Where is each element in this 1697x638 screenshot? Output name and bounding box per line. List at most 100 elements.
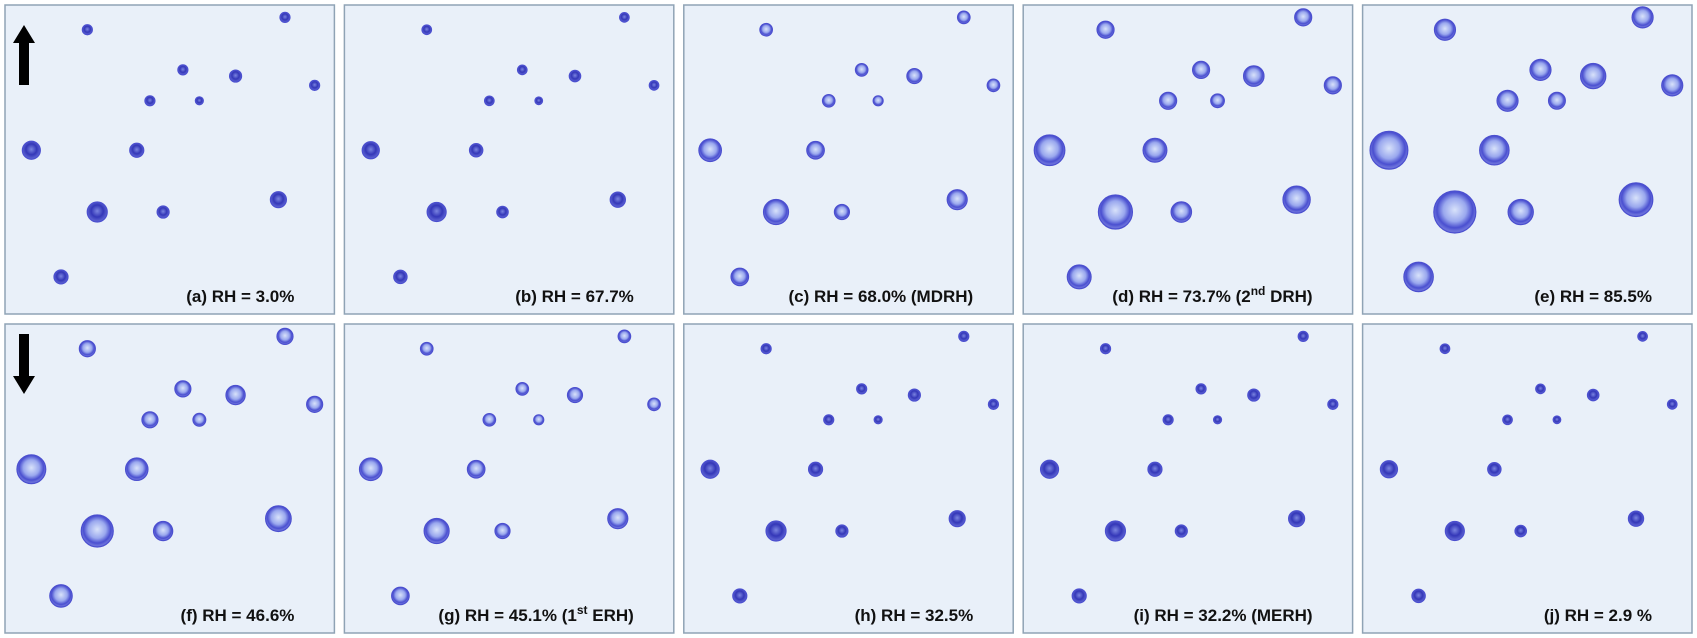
droplet — [195, 97, 203, 105]
droplet — [17, 455, 46, 484]
droplet — [360, 458, 383, 481]
droplet — [154, 521, 173, 540]
droplet — [1380, 461, 1397, 478]
droplet — [1503, 415, 1513, 425]
panel-label: (h) RH = 32.5% — [855, 606, 974, 625]
droplet — [569, 70, 580, 81]
droplet — [733, 589, 747, 603]
droplet — [701, 460, 719, 478]
droplet — [1101, 344, 1111, 354]
droplet — [126, 458, 148, 480]
panel-label: (c) RH = 68.0% (MDRH) — [789, 287, 974, 306]
panel: (j) RH = 2.9 % — [1363, 324, 1692, 633]
label-superscript: st — [577, 603, 588, 617]
droplet — [1160, 92, 1177, 109]
figure: (a) RH = 3.0%(b) RH = 67.7%(c) RH = 68.0… — [0, 0, 1697, 638]
droplet — [424, 519, 449, 544]
label-suffix: ERH) — [588, 606, 634, 625]
droplet — [764, 200, 789, 225]
panel: (h) RH = 32.5% — [684, 324, 1013, 633]
label-suffix: DRH) — [1265, 287, 1312, 306]
droplet — [807, 141, 825, 159]
droplet — [394, 270, 407, 283]
droplet — [1214, 416, 1222, 424]
droplet — [421, 342, 434, 355]
droplet — [1587, 389, 1598, 400]
droplet — [485, 96, 495, 106]
droplet — [1434, 19, 1455, 40]
droplet — [226, 385, 245, 404]
droplet — [855, 64, 868, 77]
droplet — [1298, 331, 1308, 341]
panel: (i) RH = 32.2% (MERH) — [1023, 324, 1352, 633]
droplet — [824, 415, 834, 425]
droplet — [145, 96, 155, 106]
panel: (f) RH = 46.6% — [5, 324, 334, 633]
droplet — [1283, 186, 1310, 213]
panel-label: (b) RH = 67.7% — [515, 287, 634, 306]
droplet — [1175, 525, 1187, 537]
droplet — [1196, 384, 1206, 394]
droplet — [987, 79, 1000, 92]
droplet — [1244, 66, 1264, 86]
droplet — [822, 95, 835, 108]
droplet — [392, 587, 410, 605]
panel-image — [344, 324, 673, 633]
panel-label: (g) RH = 45.1% (1st ERH) — [438, 603, 633, 625]
droplet — [608, 509, 628, 529]
droplet — [1536, 384, 1546, 394]
droplet — [142, 412, 158, 428]
droplet — [82, 25, 92, 35]
droplet — [1508, 199, 1533, 224]
droplet — [230, 70, 242, 82]
droplet — [1211, 94, 1225, 108]
droplet — [1632, 7, 1653, 28]
droplet — [1412, 589, 1425, 602]
droplet — [1662, 75, 1683, 96]
droplet — [310, 80, 320, 90]
droplet — [857, 384, 867, 394]
droplet — [1289, 511, 1305, 527]
droplet — [422, 25, 432, 35]
panel: (d) RH = 73.7% (2nd DRH) — [1023, 5, 1352, 314]
panel-image — [344, 5, 673, 314]
droplet — [1067, 265, 1091, 289]
droplet — [483, 414, 496, 427]
droplet — [130, 143, 144, 157]
droplet — [958, 11, 971, 24]
droplet — [427, 203, 446, 222]
label-text: (g) RH = 45.1% (1 — [438, 606, 576, 625]
droplet — [1072, 589, 1086, 603]
label-text: (d) RH = 73.7% (2 — [1112, 287, 1250, 306]
droplet — [1553, 416, 1561, 424]
droplet — [1041, 460, 1059, 478]
droplet — [761, 344, 771, 354]
panel-label: (e) RH = 85.5% — [1534, 287, 1652, 306]
droplet — [1097, 21, 1114, 38]
label-superscript: nd — [1251, 284, 1266, 298]
panel-image — [1023, 324, 1352, 633]
droplet — [959, 331, 969, 341]
droplet — [470, 144, 483, 157]
droplet — [362, 142, 379, 159]
droplet — [54, 270, 68, 284]
droplet — [567, 388, 582, 403]
droplet — [1143, 138, 1167, 162]
droplet — [157, 206, 169, 218]
droplet — [1638, 332, 1648, 342]
droplet — [178, 65, 188, 75]
droplet — [497, 206, 508, 217]
droplet — [648, 398, 661, 411]
droplet — [1530, 59, 1551, 80]
droplet — [731, 268, 749, 286]
droplet — [1581, 63, 1606, 88]
droplet — [1445, 522, 1464, 541]
droplet — [1497, 90, 1518, 111]
panel-label: (i) RH = 32.2% (MERH) — [1134, 606, 1313, 625]
droplet — [1549, 92, 1566, 109]
droplet — [79, 341, 95, 357]
droplet — [618, 330, 631, 343]
droplet — [81, 515, 113, 547]
droplet — [988, 399, 998, 409]
droplet — [620, 13, 630, 23]
